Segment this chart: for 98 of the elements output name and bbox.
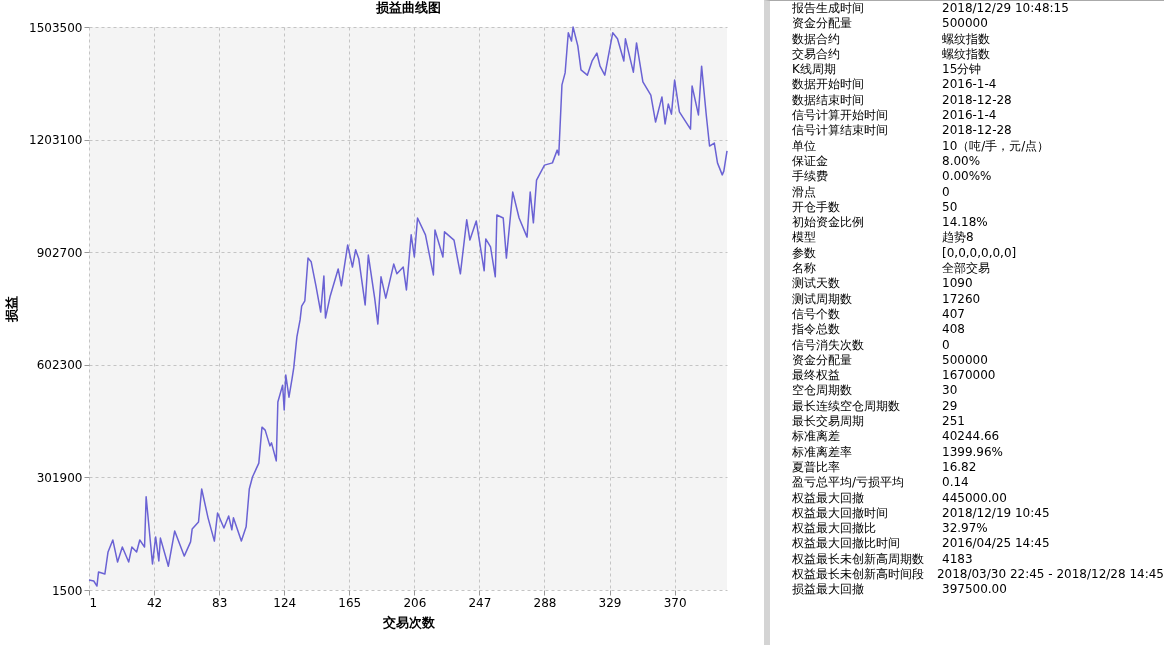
text: 初始资金比例 [792, 215, 865, 231]
text: 2016-1-4 [942, 77, 997, 93]
text: [0,0,0,0,0,0] [942, 245, 1017, 262]
text: 408 [942, 322, 965, 338]
x-tick-label: 1 [89, 595, 98, 610]
text: 夏普比率 [792, 459, 841, 476]
text: 500000 [942, 352, 988, 369]
text: 信号计算开始时间 [792, 108, 889, 124]
text: 0.14 [942, 475, 969, 491]
chart-title: 损益曲线图 [374, 0, 441, 15]
text: 29 [942, 398, 958, 415]
text: 保证金 [792, 153, 829, 170]
text: 1090 [942, 276, 973, 292]
text: 测试周期数 [792, 291, 853, 307]
text: 最长交易周期 [792, 414, 865, 430]
text: 手续费 [792, 169, 829, 185]
text: 407 [942, 306, 965, 323]
text: 资金分配量 [792, 16, 853, 32]
text: 损益最大回撤 [792, 582, 865, 598]
text: 权益最大回撤 [792, 490, 865, 506]
text: 模型 [792, 230, 817, 246]
text: 资金分配量 [792, 352, 853, 369]
y-tick-label: 1203100 [29, 133, 83, 148]
text: 报告生成时间 [792, 1, 865, 17]
text: 名称 [792, 261, 817, 277]
text: 2018/12/19 10:45 [942, 505, 1050, 522]
text: 最终权益 [792, 368, 841, 384]
text: 0.00%% [942, 169, 992, 185]
text: K线周期 [792, 62, 837, 78]
text: 最长连续空仓周期数 [792, 398, 901, 415]
text: 权益最大回撤比时间 [792, 536, 901, 552]
y-tick-label: 301900 [36, 470, 83, 485]
text: 滑点 [792, 184, 817, 200]
text: 标准离差率 [792, 444, 853, 460]
text: 2018-12-28 [942, 92, 1012, 109]
text: 交易合约 [792, 46, 841, 63]
text: 空仓周期数 [792, 383, 853, 399]
text: 14.18% [942, 215, 988, 231]
text: 1670000 [942, 368, 996, 384]
x-tick-label: 42 [146, 595, 163, 610]
x-axis-title: 交易次数 [381, 614, 436, 630]
y-tick-label: 1503500 [29, 20, 83, 35]
text: 1399.96% [942, 444, 1004, 460]
x-tick-label: 83 [212, 595, 228, 610]
text: 螺纹指数 [942, 46, 990, 63]
y-axis-title: 损益 [4, 296, 20, 323]
y-tick-label: 1500 [51, 583, 83, 598]
text: 30 [942, 383, 958, 399]
text: 指令总数 [792, 322, 841, 338]
text: 251 [942, 414, 965, 430]
text: 螺纹指数 [942, 31, 990, 47]
text: 2016-1-4 [942, 108, 997, 124]
text: 16.82 [942, 459, 977, 476]
x-tick-label: 370 [663, 595, 687, 610]
text: 权益最大回撤时间 [792, 505, 889, 522]
text: 445000.00 [942, 490, 1007, 506]
text: 信号个数 [792, 306, 841, 323]
text: 单位 [792, 138, 817, 154]
text: 权益最长未创新高时间段 [792, 566, 925, 583]
text: 参数 [792, 245, 817, 262]
text: 测试天数 [792, 276, 841, 292]
text: 15分钟 [942, 62, 982, 78]
text: 10（吨/手，元/点） [942, 138, 1050, 154]
text: 40244.66 [942, 429, 1000, 445]
text: 信号计算结束时间 [792, 123, 889, 139]
text: 4183 [942, 551, 973, 567]
text: 17260 [942, 291, 981, 307]
x-tick-label: 165 [338, 595, 362, 610]
text: 数据合约 [792, 31, 841, 47]
x-tick-label: 288 [533, 595, 557, 610]
text: 全部交易 [942, 261, 990, 277]
x-tick-label: 329 [598, 595, 622, 610]
text: 32.97% [942, 521, 988, 537]
text: 数据开始时间 [792, 77, 865, 93]
y-tick-label: 902700 [36, 245, 83, 260]
text: 397500.00 [942, 582, 1007, 598]
text: 50 [942, 199, 958, 216]
text: 0 [942, 184, 950, 200]
text: 开仓手数 [792, 199, 841, 216]
text: 数据结束时间 [792, 92, 865, 109]
text: 信号消失次数 [792, 337, 865, 353]
x-tick-label: 206 [403, 595, 427, 610]
text: 2018/12/29 10:48:15 [942, 1, 1069, 17]
text: 0 [942, 337, 950, 353]
x-tick-label: 247 [468, 595, 492, 610]
text: 500000 [942, 16, 988, 32]
text: 2016/04/25 14:45 [942, 536, 1050, 552]
x-tick-label: 124 [273, 595, 297, 610]
text: 2018-12-28 [942, 123, 1012, 139]
text: 标准离差 [792, 429, 841, 445]
text: 盈亏总平均/亏损平均 [792, 475, 906, 491]
line-series [88, 26, 728, 587]
text: 趋势8 [942, 230, 974, 246]
text: 权益最大回撤比 [792, 521, 877, 537]
text: 2018/03/30 22:45 - 2018/12/28 14:45 [936, 566, 1164, 583]
y-tick-label: 602300 [36, 358, 83, 373]
text: 8.00% [942, 153, 981, 170]
text: 权益最长未创新高周期数 [792, 551, 925, 567]
